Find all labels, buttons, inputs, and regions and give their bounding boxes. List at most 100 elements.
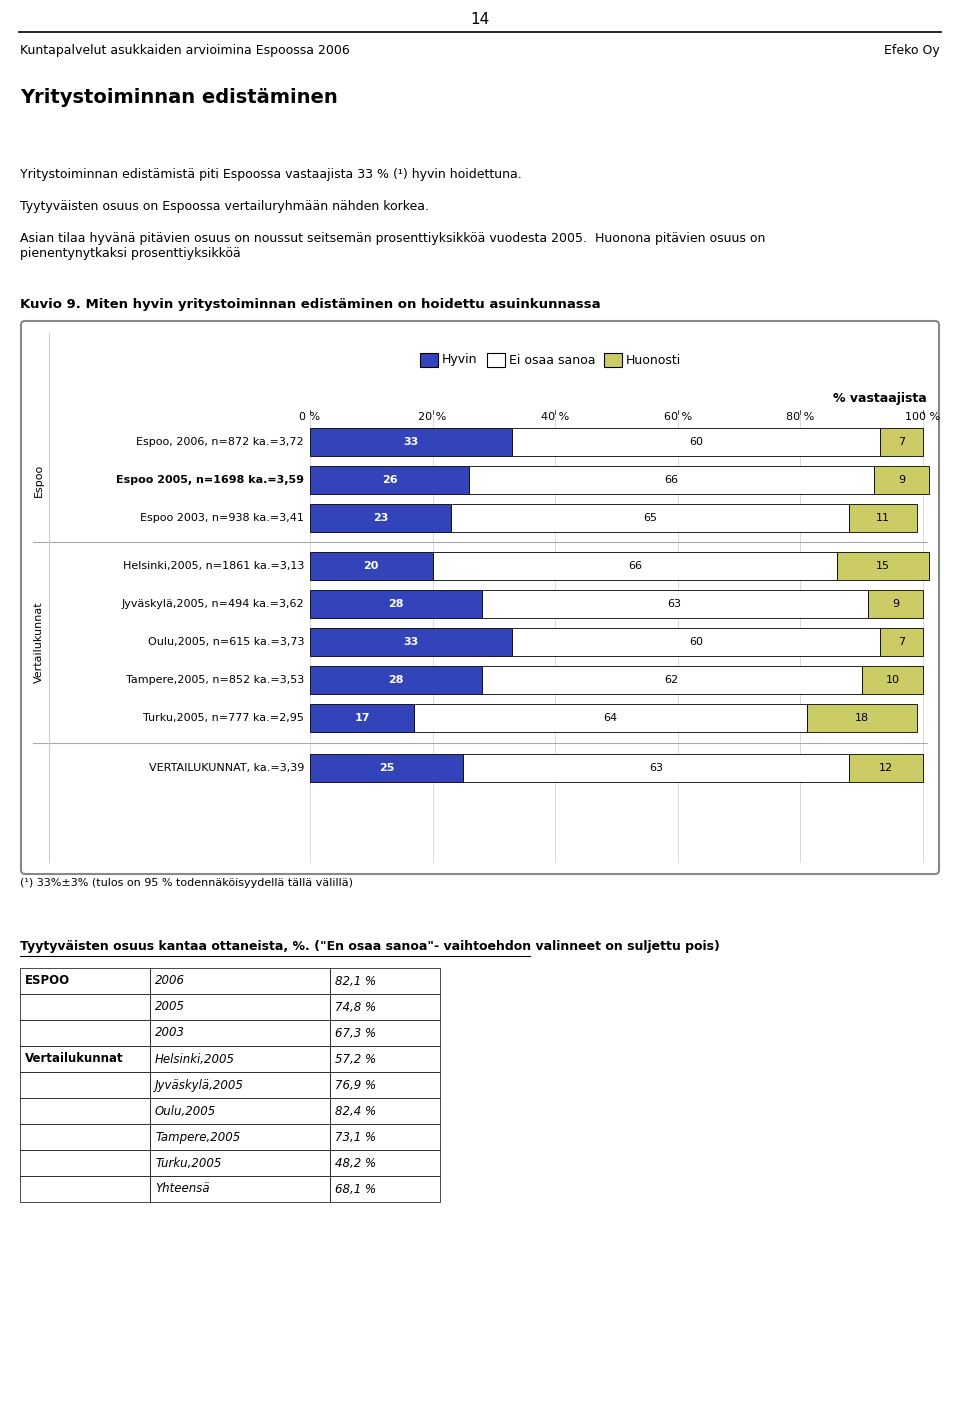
Bar: [20, 1072, 150, 1098]
Bar: [150, 1150, 330, 1176]
Text: 33: 33: [403, 437, 419, 447]
Text: 73,1 %: 73,1 %: [335, 1130, 376, 1143]
Bar: [850, 754, 923, 782]
Text: 2005: 2005: [155, 1001, 185, 1014]
Text: 14: 14: [470, 11, 490, 27]
Text: 20: 20: [364, 562, 379, 572]
Bar: [20, 1150, 150, 1176]
Text: 40 %: 40 %: [541, 412, 569, 422]
Text: Turku,2005: Turku,2005: [155, 1156, 222, 1169]
Text: Huonosti: Huonosti: [626, 354, 682, 367]
Text: Kuntapalvelut asukkaiden arvioimina Espoossa 2006: Kuntapalvelut asukkaiden arvioimina Espo…: [20, 44, 349, 57]
Bar: [150, 1020, 330, 1047]
Bar: [310, 552, 433, 580]
Text: 57,2 %: 57,2 %: [335, 1052, 376, 1065]
Text: 66: 66: [664, 475, 679, 485]
Bar: [150, 1123, 330, 1150]
Text: 65: 65: [643, 513, 658, 523]
Bar: [482, 590, 868, 619]
Text: 82,4 %: 82,4 %: [335, 1105, 376, 1118]
Bar: [150, 994, 330, 1020]
Text: VERTAILUKUNNAT, ka.=3,39: VERTAILUKUNNAT, ka.=3,39: [149, 764, 304, 774]
Bar: [310, 629, 513, 656]
Bar: [330, 1072, 440, 1098]
Text: Tyytyväisten osuus kantaa ottaneista, %. ("En osaa sanoa"- vaihtoehdon valinneet: Tyytyväisten osuus kantaa ottaneista, %.…: [20, 940, 720, 953]
Bar: [487, 353, 505, 367]
Bar: [513, 629, 880, 656]
Text: Turku,2005, n=777 ka.=2,95: Turku,2005, n=777 ka.=2,95: [143, 712, 304, 722]
Text: 28: 28: [388, 599, 403, 609]
Bar: [874, 466, 929, 493]
Text: 25: 25: [379, 764, 395, 774]
Bar: [20, 968, 150, 994]
Text: 28: 28: [388, 675, 403, 685]
Bar: [330, 968, 440, 994]
Text: Oulu,2005, n=615 ka.=3,73: Oulu,2005, n=615 ka.=3,73: [148, 637, 304, 647]
Text: Hyvin: Hyvin: [442, 354, 477, 367]
Text: Tampere,2005, n=852 ka.=3,53: Tampere,2005, n=852 ka.=3,53: [126, 675, 304, 685]
Bar: [330, 1020, 440, 1047]
Bar: [310, 428, 513, 456]
Text: Espoo: Espoo: [34, 464, 44, 496]
Bar: [469, 466, 874, 493]
Bar: [310, 590, 482, 619]
Text: 26: 26: [382, 475, 397, 485]
Text: 0 %: 0 %: [300, 412, 321, 422]
Text: Ei osaa sanoa: Ei osaa sanoa: [509, 354, 595, 367]
Bar: [150, 1047, 330, 1072]
Bar: [880, 629, 923, 656]
Text: Espoo 2003, n=938 ka.=3,41: Espoo 2003, n=938 ka.=3,41: [140, 513, 304, 523]
Text: Yritystoiminnan edistämistä piti Espoossa vastaajista 33 % (¹) hyvin hoidettuna.: Yritystoiminnan edistämistä piti Espooss…: [20, 168, 521, 181]
Text: 15: 15: [876, 562, 890, 572]
Text: 7: 7: [898, 637, 905, 647]
Text: 9: 9: [898, 475, 905, 485]
Text: 66: 66: [628, 562, 642, 572]
Bar: [414, 704, 806, 732]
Bar: [513, 428, 880, 456]
Text: 63: 63: [668, 599, 682, 609]
Text: Jyväskylä,2005, n=494 ka.=3,62: Jyväskylä,2005, n=494 ka.=3,62: [121, 599, 304, 609]
Text: Tyytyväisten osuus on Espoossa vertailuryhmään nähden korkea.: Tyytyväisten osuus on Espoossa vertailur…: [20, 201, 429, 213]
Bar: [330, 1123, 440, 1150]
Text: Kuvio 9. Miten hyvin yritystoiminnan edistäminen on hoidettu asuinkunnassa: Kuvio 9. Miten hyvin yritystoiminnan edi…: [20, 299, 601, 311]
Text: 20 %: 20 %: [419, 412, 446, 422]
Text: 82,1 %: 82,1 %: [335, 974, 376, 987]
Bar: [330, 1047, 440, 1072]
Bar: [150, 1098, 330, 1123]
Text: 100 %: 100 %: [905, 412, 941, 422]
Text: Asian tilaa hyvänä pitävien osuus on noussut seitsemän prosenttiyksikköä vuodest: Asian tilaa hyvänä pitävien osuus on nou…: [20, 232, 765, 260]
Text: Yhteensä: Yhteensä: [155, 1183, 209, 1196]
Text: 63: 63: [649, 764, 663, 774]
Text: 17: 17: [354, 712, 370, 722]
Bar: [310, 503, 451, 532]
Bar: [150, 1176, 330, 1202]
Text: Efeko Oy: Efeko Oy: [884, 44, 940, 57]
Bar: [482, 665, 862, 694]
Text: 60 %: 60 %: [663, 412, 692, 422]
Bar: [330, 1150, 440, 1176]
Bar: [310, 754, 464, 782]
Text: 74,8 %: 74,8 %: [335, 1001, 376, 1014]
Bar: [330, 1176, 440, 1202]
Bar: [310, 704, 414, 732]
Bar: [20, 994, 150, 1020]
Bar: [20, 1020, 150, 1047]
Bar: [150, 968, 330, 994]
Bar: [20, 1047, 150, 1072]
Text: 2003: 2003: [155, 1027, 185, 1039]
FancyBboxPatch shape: [21, 321, 939, 875]
Text: Helsinki,2005: Helsinki,2005: [155, 1052, 235, 1065]
Bar: [20, 1176, 150, 1202]
Bar: [837, 552, 929, 580]
Bar: [310, 466, 469, 493]
Bar: [20, 1098, 150, 1123]
Bar: [868, 590, 923, 619]
Text: 60: 60: [689, 637, 703, 647]
Text: Helsinki,2005, n=1861 ka.=3,13: Helsinki,2005, n=1861 ka.=3,13: [123, 562, 304, 572]
Bar: [604, 353, 622, 367]
Text: 33: 33: [403, 637, 419, 647]
Bar: [806, 704, 917, 732]
Text: 18: 18: [854, 712, 869, 722]
Text: 76,9 %: 76,9 %: [335, 1078, 376, 1092]
Text: 68,1 %: 68,1 %: [335, 1183, 376, 1196]
